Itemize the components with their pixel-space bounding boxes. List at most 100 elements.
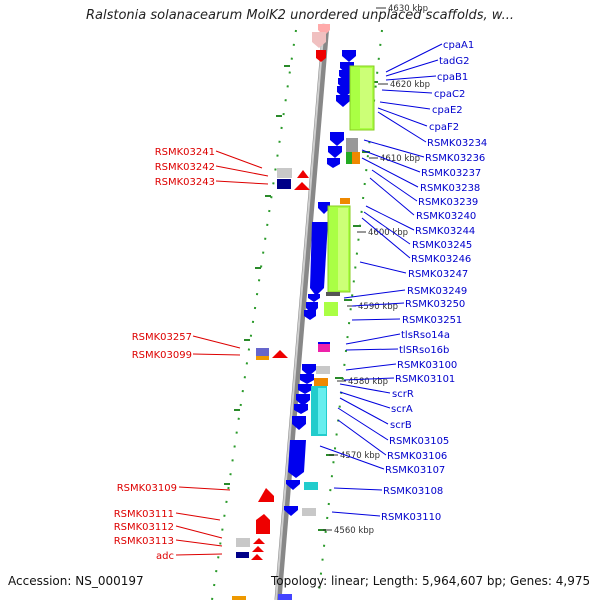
gene-label[interactable]: RSMK03100 [397, 360, 457, 371]
gene-arrow[interactable] [308, 294, 320, 302]
guide-tracks [211, 29, 383, 600]
feature-block[interactable] [314, 378, 328, 386]
kbp-label: 4600 kbp [368, 228, 408, 238]
gene-arrow[interactable] [342, 50, 356, 62]
gene-box[interactable] [277, 179, 291, 189]
gene-label[interactable]: RSMK03099 [132, 350, 192, 361]
gene-arrow[interactable] [292, 416, 306, 430]
kbp-label: 4570 kbp [340, 451, 380, 461]
gene-label[interactable]: cpaA1 [443, 40, 474, 51]
topology-label: Topology: linear; Length: 5,964,607 bp; … [271, 574, 591, 588]
gene-label[interactable]: tadG2 [439, 56, 470, 67]
right-labels[interactable]: cpaA1 tadG2 cpaB1 cpaC2 cpaE2 cpaF2 RSMK… [381, 40, 487, 523]
gene-label[interactable]: RSMK03106 [387, 451, 447, 462]
left-labels[interactable]: RSMK03241 RSMK03242 RSMK03243 RSMK03257 … [114, 147, 215, 562]
gene-arrow[interactable] [286, 480, 300, 490]
gene-label[interactable]: RSMK03113 [114, 536, 174, 547]
feature-block[interactable] [324, 302, 338, 316]
feature-blocks[interactable] [278, 65, 375, 600]
gene-label[interactable]: RSMK03110 [381, 512, 441, 523]
gene-box[interactable] [236, 538, 250, 547]
gene-label[interactable]: RSMK03109 [117, 483, 177, 494]
gene-arrow[interactable] [288, 440, 306, 478]
gene-label[interactable]: tlSRso16b [399, 345, 449, 356]
gene-arrow[interactable] [302, 364, 316, 376]
kbp-label: 4560 kbp [334, 526, 374, 536]
gene-label[interactable]: RSMK03239 [418, 197, 478, 208]
gene-label[interactable]: RSMK03257 [132, 332, 192, 343]
gene-label[interactable]: cpaF2 [429, 122, 459, 133]
kbp-scale: 4630 kbp 4620 kbp 4610 kbp 4600 kbp 4590… [323, 4, 430, 536]
gene-arrow[interactable] [328, 146, 342, 158]
gene-label[interactable]: adc [156, 551, 174, 562]
gene-arrow[interactable] [312, 32, 326, 48]
gene-label[interactable]: scrA [391, 404, 413, 415]
gene-arrow[interactable] [294, 182, 310, 190]
feature-block[interactable] [302, 508, 316, 516]
gene-arrow[interactable] [294, 404, 308, 414]
gene-arrow[interactable] [300, 374, 314, 384]
gene-label[interactable]: RSMK03240 [416, 211, 476, 222]
gene-label[interactable]: cpaC2 [434, 89, 465, 100]
feature-block[interactable] [316, 366, 330, 374]
gene-arrow[interactable] [251, 554, 263, 560]
gene-box[interactable] [236, 552, 249, 558]
gene-label[interactable]: RSMK03251 [402, 315, 462, 326]
gene-arrow[interactable] [327, 158, 340, 168]
gene-label[interactable]: RSMK03250 [405, 299, 465, 310]
map-title: Ralstonia solanacearum MolK2 unordered u… [85, 8, 514, 23]
gene-arrow[interactable] [256, 514, 270, 534]
feature-block[interactable] [346, 138, 358, 152]
feature-block[interactable] [340, 198, 350, 204]
gene-label[interactable]: RSMK03105 [389, 436, 449, 447]
kbp-label: 4580 kbp [348, 377, 388, 387]
right-leaders [319, 43, 443, 517]
gene-arrow[interactable] [284, 506, 298, 516]
gene-label[interactable]: RSMK03245 [412, 240, 472, 251]
kbp-label: 4630 kbp [388, 4, 428, 14]
gene-arrow[interactable] [318, 202, 330, 214]
gene-label[interactable]: cpaE2 [432, 105, 463, 116]
gene-label[interactable]: RSMK03243 [155, 177, 215, 188]
gene-label[interactable]: RSMK03241 [155, 147, 215, 158]
gene-arrow[interactable] [252, 546, 264, 552]
gene-label[interactable]: tlsRso14a [401, 330, 450, 341]
gene-label[interactable]: scrB [390, 420, 412, 431]
gene-label[interactable]: RSMK03236 [425, 153, 485, 164]
gene-arrow[interactable] [253, 538, 265, 544]
gene-label[interactable]: RSMK03238 [420, 183, 480, 194]
gene-label[interactable]: RSMK03107 [385, 465, 445, 476]
gene-box[interactable] [277, 168, 292, 178]
accession-label: Accession: NS_000197 [8, 574, 144, 588]
gene-label[interactable]: RSMK03234 [427, 138, 487, 149]
gene-label[interactable]: RSMK03249 [407, 286, 467, 297]
gene-label[interactable]: RSMK03242 [155, 162, 215, 173]
gene-label[interactable]: RSMK03112 [114, 522, 174, 533]
gene-label[interactable]: cpaB1 [437, 72, 468, 83]
gene-label[interactable]: RSMK03244 [415, 226, 475, 237]
left-leaders [175, 150, 269, 556]
gene-arrow[interactable] [336, 95, 350, 107]
gene-arrow[interactable] [297, 170, 309, 178]
feature-block[interactable] [318, 344, 330, 352]
feature-block[interactable] [304, 482, 318, 490]
gene-arrow[interactable] [304, 310, 316, 320]
gene-arrow[interactable] [272, 350, 288, 358]
gene-label[interactable]: RSMK03237 [421, 168, 481, 179]
gene-label[interactable]: RSMK03108 [383, 486, 443, 497]
gene-arrow[interactable] [310, 222, 328, 296]
forward-strand-genes[interactable] [232, 24, 330, 600]
gene-label[interactable]: RSMK03101 [395, 374, 455, 385]
kbp-label: 4590 kbp [358, 302, 398, 312]
gene-label[interactable]: RSMK03247 [408, 269, 468, 280]
gene-arrow[interactable] [296, 394, 310, 406]
gene-arrow[interactable] [316, 50, 326, 62]
gene-label[interactable]: RSMK03246 [411, 254, 471, 265]
gene-box[interactable] [256, 348, 269, 356]
gene-arrow[interactable] [298, 384, 312, 394]
gene-label[interactable]: RSMK03111 [114, 509, 174, 520]
gene-arrow[interactable] [258, 488, 274, 502]
gene-arrow[interactable] [330, 132, 344, 146]
gene-label[interactable]: scrR [392, 389, 414, 400]
